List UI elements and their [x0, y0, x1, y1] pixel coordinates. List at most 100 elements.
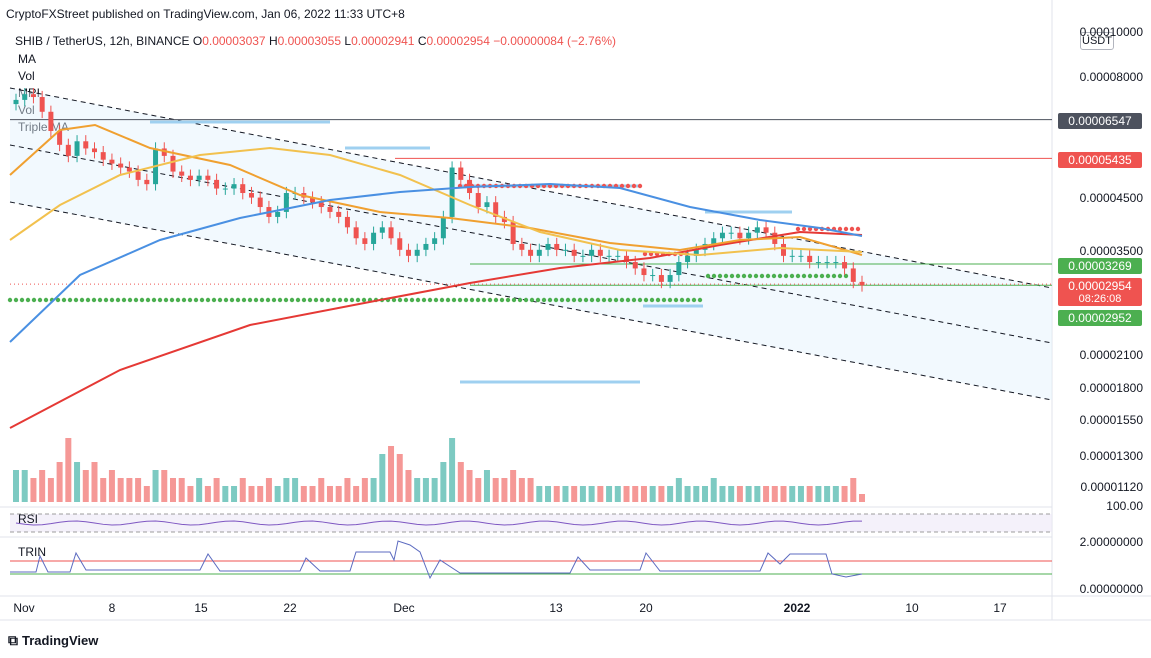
rsi-label[interactable]: RSI: [18, 512, 39, 526]
candle-body: [754, 227, 760, 233]
support-dot: [807, 273, 813, 279]
support-dot: [771, 273, 777, 279]
candle-body: [222, 188, 228, 190]
candle-body: [571, 249, 577, 256]
candle-body: [554, 243, 560, 250]
support-dot: [271, 297, 277, 303]
support-dot: [43, 297, 49, 303]
candle-body: [798, 255, 804, 257]
support-dot: [619, 297, 625, 303]
candle-body: [39, 97, 45, 112]
support-dot: [361, 297, 367, 303]
tradingview-logo[interactable]: ⧉ TradingView: [8, 632, 98, 649]
volume-bar: [841, 486, 848, 502]
support-dot: [301, 297, 307, 303]
ma-orange-line: [9, 123, 863, 256]
candle-body: [693, 249, 699, 256]
candle-body: [859, 281, 865, 286]
volume-bar: [475, 478, 482, 502]
support-dot: [469, 297, 475, 303]
volume-bar: [597, 486, 604, 502]
candle-body: [414, 249, 420, 256]
volume-bar: [13, 470, 19, 502]
candle-body: [74, 141, 80, 156]
resistance-dot: [637, 183, 643, 189]
support-dot: [103, 297, 109, 303]
candle-body: [362, 238, 368, 244]
volume-bar: [335, 486, 342, 502]
support-dot: [705, 273, 711, 279]
support-dot: [667, 297, 673, 303]
volume-bar: [405, 470, 412, 502]
support-dot: [511, 297, 517, 303]
ma-yellow-line: [9, 146, 863, 257]
support-badge: 0.00002952: [1058, 310, 1142, 326]
x-tick: 15: [194, 601, 208, 615]
support-dot: [487, 297, 493, 303]
support-dot: [355, 297, 361, 303]
support-dot: [439, 297, 445, 303]
resistance-dot: [801, 226, 807, 232]
volume-bar: [745, 486, 752, 502]
support-dot: [13, 297, 19, 303]
candle-body: [615, 255, 621, 257]
candle-body: [336, 211, 342, 217]
volume-bar: [667, 486, 674, 502]
volume-bar: [728, 486, 735, 502]
candle-body: [737, 232, 743, 239]
support-dot: [475, 297, 481, 303]
support-dot: [577, 297, 583, 303]
indicator-ma[interactable]: MA: [18, 52, 36, 66]
candle-body: [746, 232, 752, 239]
support-dot: [825, 273, 831, 279]
support-dot: [61, 297, 67, 303]
indicator-triple-ma[interactable]: Triple MA: [18, 120, 69, 134]
volume-bar: [82, 470, 89, 502]
close-value: 0.00002954: [426, 34, 490, 48]
trin-label[interactable]: TRIN: [18, 545, 46, 559]
indicator-vol[interactable]: Vol: [18, 69, 35, 83]
resistance-dot: [625, 183, 631, 189]
volume-bar: [649, 486, 656, 502]
volume-bar: [231, 486, 238, 502]
trin-tick-low: 0.00000000: [1079, 582, 1143, 596]
support-dot: [265, 297, 271, 303]
volume-bar: [457, 462, 464, 502]
support-dot: [253, 297, 259, 303]
volume-bar: [640, 486, 647, 502]
change-value: −0.00000084 (−2.76%): [493, 34, 616, 48]
volume-bar: [265, 478, 272, 502]
candle-body: [91, 148, 97, 153]
support-dot: [409, 297, 415, 303]
candle-body: [397, 238, 403, 250]
trin-line: [10, 540, 863, 580]
support-dot: [349, 297, 355, 303]
candle-body: [231, 184, 237, 189]
candle-body: [597, 249, 603, 256]
volume-bar: [850, 478, 857, 502]
volume-bar: [248, 486, 255, 502]
support-dot: [235, 297, 241, 303]
volume-bar: [422, 478, 429, 502]
rsi-line: [15, 520, 863, 526]
volume-bar: [274, 486, 281, 502]
support-dot: [313, 297, 319, 303]
indicator-vol-2[interactable]: Vol: [18, 103, 35, 117]
volume-bar: [797, 486, 804, 502]
support-dot: [397, 297, 403, 303]
price-tick: 0.00001120: [1080, 480, 1143, 494]
volume-bar: [187, 486, 194, 502]
support-dot: [217, 297, 223, 303]
x-tick: 13: [549, 601, 563, 615]
currency-selector[interactable]: USDT: [1080, 32, 1114, 50]
resistance-dot: [642, 251, 648, 257]
symbol-legend: SHIB / TetherUS, 12h, BINANCE O0.0000303…: [15, 34, 616, 48]
candle-body: [161, 148, 167, 156]
candle-body: [850, 268, 856, 282]
candle-body: [562, 249, 568, 251]
candle-body: [833, 262, 839, 264]
volume-bar: [571, 486, 578, 502]
support-dot: [759, 273, 765, 279]
candle-body: [48, 111, 54, 131]
